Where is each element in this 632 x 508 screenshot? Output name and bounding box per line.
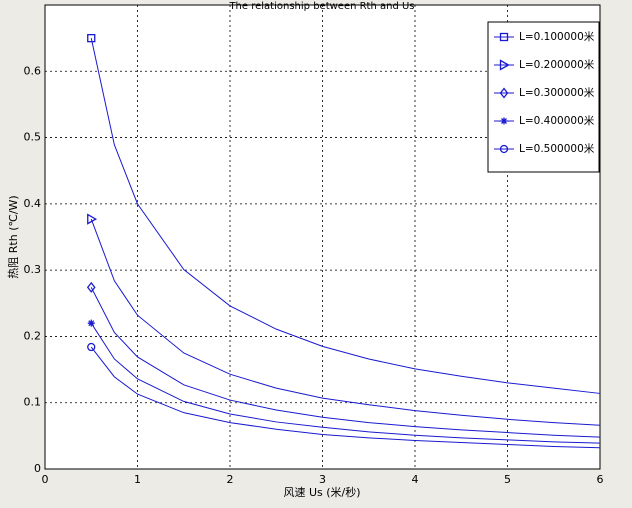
marker	[87, 319, 95, 327]
legend-label: L=0.500000米	[519, 142, 595, 155]
x-tick-label: 5	[504, 473, 511, 486]
legend-marker	[499, 59, 510, 71]
marker	[86, 281, 96, 293]
y-tick-label: 0.4	[24, 197, 42, 210]
legend-label: L=0.200000米	[519, 58, 595, 71]
series-line	[90, 218, 601, 426]
marker	[87, 213, 98, 225]
y-tick-label: 0.5	[24, 131, 42, 144]
series-line	[90, 322, 601, 444]
y-tick-label: 0.2	[24, 329, 42, 342]
series-line	[90, 287, 601, 438]
legend-label: L=0.400000米	[519, 114, 595, 127]
series-line	[90, 346, 601, 449]
y-tick-label: 0	[34, 462, 41, 475]
y-tick-label: 0.3	[24, 263, 42, 276]
x-tick-label: 0	[42, 473, 49, 486]
legend-marker	[499, 32, 509, 42]
x-tick-label: 2	[227, 473, 234, 486]
y-axis-label: 热阻 Rth (℃/W)	[7, 195, 20, 278]
y-tick-label: 0.1	[24, 396, 42, 409]
x-tick-label: 1	[134, 473, 141, 486]
x-tick-label: 4	[412, 473, 419, 486]
legend-marker	[500, 117, 508, 125]
series-line	[90, 38, 601, 394]
marker	[87, 33, 96, 43]
marker	[87, 342, 96, 352]
legend-label: L=0.300000米	[519, 86, 595, 99]
legend-label: L=0.100000米	[519, 30, 595, 43]
x-axis-label: 风速 Us (米/秒)	[283, 485, 360, 499]
legend-marker	[499, 144, 509, 154]
chart-title: The relationship between Rth and Us	[228, 1, 414, 12]
legend-marker	[499, 87, 509, 99]
y-tick-label: 0.6	[24, 64, 42, 77]
x-tick-label: 6	[597, 473, 604, 486]
x-tick-label: 3	[319, 473, 326, 486]
